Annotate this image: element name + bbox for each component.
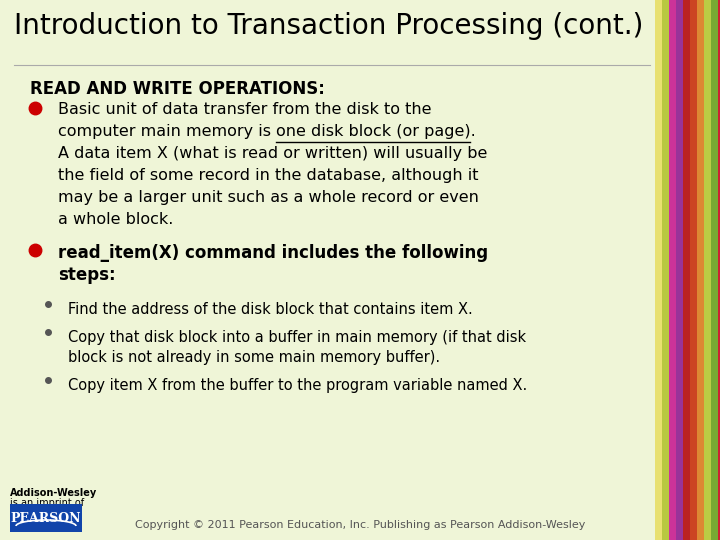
Bar [704,0,711,540]
Text: Copy that disk block into a buffer in main memory (if that disk: Copy that disk block into a buffer in ma… [68,330,526,345]
Bar [683,0,690,540]
Text: READ AND WRITE OPERATIONS:: READ AND WRITE OPERATIONS: [30,80,325,98]
Text: computer main memory is: computer main memory is [58,124,276,139]
Text: one disk block (or page).: one disk block (or page). [276,124,476,139]
Text: is an imprint of: is an imprint of [10,498,84,508]
Bar [10,504,82,532]
Bar [655,0,662,540]
Text: Find the address of the disk block that contains item X.: Find the address of the disk block that … [68,302,473,317]
Bar [697,0,704,540]
Text: A data item X (what is read or written) will usually be: A data item X (what is read or written) … [58,146,487,161]
Text: a whole block.: a whole block. [58,212,174,227]
Text: steps:: steps: [58,266,116,284]
Bar [676,0,683,540]
Text: Introduction to Transaction Processing (cont.): Introduction to Transaction Processing (… [14,12,644,40]
Text: read_item(X) command includes the following: read_item(X) command includes the follow… [58,244,488,262]
Text: Addison-Wesley: Addison-Wesley [10,488,97,498]
Text: may be a larger unit such as a whole record or even: may be a larger unit such as a whole rec… [58,190,479,205]
Text: Basic unit of data transfer from the disk to the: Basic unit of data transfer from the dis… [58,102,431,117]
Text: PEARSON: PEARSON [11,511,81,524]
Text: Copy item X from the buffer to the program variable named X.: Copy item X from the buffer to the progr… [68,378,527,393]
Text: block is not already in some main memory buffer).: block is not already in some main memory… [68,350,440,365]
Text: the field of some record in the database, although it: the field of some record in the database… [58,168,479,183]
Bar [662,0,669,540]
Bar [718,0,720,540]
Text: Copyright © 2011 Pearson Education, Inc. Publishing as Pearson Addison-Wesley: Copyright © 2011 Pearson Education, Inc.… [135,520,585,530]
Bar [711,0,718,540]
Bar [669,0,676,540]
Bar [690,0,697,540]
